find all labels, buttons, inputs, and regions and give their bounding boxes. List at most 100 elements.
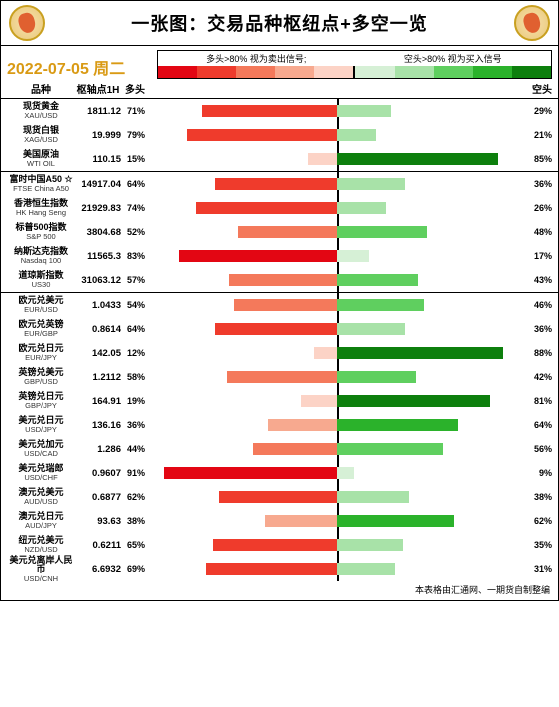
short-pct: 17% <box>528 251 552 261</box>
instrument-name: 纽元兑美元NZD/USD <box>7 536 75 553</box>
table-row: 澳元兑日元AUD/JPY93.6338%62% <box>1 509 558 533</box>
table-row: 纽元兑美元NZD/USD0.621165%35% <box>1 533 558 557</box>
legend-left-caption: 多头>80% 视为卖出信号; <box>158 51 355 66</box>
short-pct: 36% <box>528 179 552 189</box>
page-title: 一张图：交易品种枢纽点+多空一览 <box>45 10 514 36</box>
legend-color-bar <box>158 66 551 78</box>
short-pct: 48% <box>528 227 552 237</box>
short-pct: 85% <box>528 154 552 164</box>
long-bar <box>164 467 336 479</box>
short-bar <box>337 395 490 407</box>
long-bar <box>213 539 336 551</box>
short-bar <box>337 371 417 383</box>
bar-chart-cell <box>147 200 526 216</box>
long-pct: 62% <box>121 492 145 502</box>
bar-chart-cell <box>147 151 526 167</box>
pivot-value: 14917.04 <box>75 179 121 190</box>
long-bar <box>234 299 336 311</box>
long-bar <box>215 323 336 335</box>
short-bar <box>337 467 354 479</box>
long-pct: 64% <box>121 179 145 189</box>
logo-icon <box>514 5 550 41</box>
pivot-value: 3804.68 <box>75 227 121 238</box>
long-pct: 74% <box>121 203 145 213</box>
pivot-value: 1.286 <box>75 444 121 455</box>
instrument-name: 欧元兑美元EUR/USD <box>7 296 75 313</box>
long-pct: 52% <box>121 227 145 237</box>
long-bar <box>314 347 337 359</box>
pivot-value: 19.999 <box>75 130 121 141</box>
short-pct: 43% <box>528 275 552 285</box>
pivot-value: 31063.12 <box>75 275 121 286</box>
bar-chart-cell <box>147 345 526 361</box>
short-bar <box>337 202 386 214</box>
bar-chart-cell <box>147 561 526 577</box>
header: 一张图：交易品种枢纽点+多空一览 <box>1 1 558 46</box>
bar-chart-cell <box>147 176 526 192</box>
date-label: 2022-07-05 周二 <box>7 55 157 79</box>
short-pct: 56% <box>528 444 552 454</box>
short-bar <box>337 347 504 359</box>
table-row: 美国原油WTI OIL110.1515%85% <box>1 147 558 171</box>
short-bar <box>337 129 377 141</box>
column-headers: 品种 枢轴点1H 多头 空头 <box>1 79 558 98</box>
long-bar <box>219 491 336 503</box>
chart-frame: 一张图：交易品种枢纽点+多空一览 2022-07-05 周二 多头>80% 视为… <box>0 0 559 601</box>
pivot-value: 1.0433 <box>75 300 121 311</box>
footer-note: 本表格由汇通网、一期货自制整编 <box>1 581 558 600</box>
instrument-name: 香港恒生指数HK Hang Seng <box>7 199 75 216</box>
short-bar <box>337 274 418 286</box>
long-pct: 44% <box>121 444 145 454</box>
instrument-name: 美元兑加元USD/CAD <box>7 440 75 457</box>
instrument-name: 英镑兑美元GBP/USD <box>7 368 75 385</box>
pivot-value: 164.91 <box>75 396 121 407</box>
pivot-value: 110.15 <box>75 154 121 165</box>
bar-chart-cell <box>147 513 526 529</box>
pivot-value: 11565.3 <box>75 251 121 262</box>
legend: 多头>80% 视为卖出信号; 空头>80% 视为买入信号 <box>157 50 552 79</box>
long-pct: 36% <box>121 420 145 430</box>
short-pct: 21% <box>528 130 552 140</box>
long-bar <box>253 443 336 455</box>
short-bar <box>337 539 403 551</box>
pivot-value: 136.16 <box>75 420 121 431</box>
pivot-value: 0.6877 <box>75 492 121 503</box>
bar-chart-cell <box>147 465 526 481</box>
bar-chart-cell <box>147 248 526 264</box>
date-row: 2022-07-05 周二 多头>80% 视为卖出信号; 空头>80% 视为买入… <box>1 46 558 79</box>
col-name: 品种 <box>7 81 75 96</box>
bar-chart-cell <box>147 489 526 505</box>
instrument-name: 欧元兑日元EUR/JPY <box>7 344 75 361</box>
long-pct: 83% <box>121 251 145 261</box>
table-row: 欧元兑美元EUR/USD1.043354%46% <box>1 293 558 317</box>
table-row: 澳元兑美元AUD/USD0.687762%38% <box>1 485 558 509</box>
bar-chart-cell <box>147 297 526 313</box>
table-row: 美元兑日元USD/JPY136.1636%64% <box>1 413 558 437</box>
pivot-value: 0.6211 <box>75 540 121 551</box>
instrument-name: 澳元兑美元AUD/USD <box>7 488 75 505</box>
long-pct: 69% <box>121 564 145 574</box>
table-row: 现货白银XAG/USD19.99979%21% <box>1 123 558 147</box>
bar-chart-cell <box>147 441 526 457</box>
long-bar <box>268 419 336 431</box>
table-row: 欧元兑英镑EUR/GBP0.861464%36% <box>1 317 558 341</box>
section: 富时中国A50 ☆FTSE China A5014917.0464% 36% 香港恒… <box>1 171 558 292</box>
long-bar <box>229 274 337 286</box>
long-pct: 54% <box>121 300 145 310</box>
instrument-name: 富时中国A50 ☆FTSE China A50 <box>7 175 75 192</box>
long-bar <box>206 563 337 575</box>
pivot-value: 21929.83 <box>75 203 121 214</box>
short-pct: 88% <box>528 348 552 358</box>
short-bar <box>337 491 409 503</box>
col-short: 空头 <box>528 81 552 96</box>
long-bar <box>196 202 336 214</box>
short-bar <box>337 515 454 527</box>
long-bar <box>202 105 337 117</box>
instrument-name: 澳元兑日元AUD/JPY <box>7 512 75 529</box>
instrument-name: 美元兑离岸人民币USD/CNH <box>7 556 75 583</box>
table-row: 美元兑瑞郎USD/CHF0.960791%9% <box>1 461 558 485</box>
table-body: 现货黄金XAU/USD1811.1271%29%现货白银XAG/USD19.99… <box>1 98 558 581</box>
long-bar <box>215 178 336 190</box>
short-pct: 26% <box>528 203 552 213</box>
long-pct: 79% <box>121 130 145 140</box>
